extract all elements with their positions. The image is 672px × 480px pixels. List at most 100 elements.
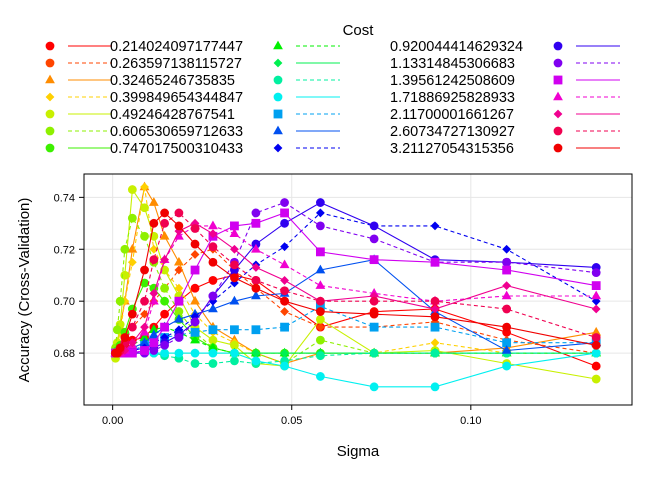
data-point — [174, 296, 184, 306]
legend-marker — [553, 41, 563, 51]
legend-label: 0.399849654344847 — [110, 90, 243, 106]
data-point — [315, 280, 326, 289]
data-point — [190, 359, 200, 368]
data-point — [174, 256, 184, 266]
data-point — [430, 221, 440, 231]
legend-marker — [45, 92, 55, 102]
data-point — [591, 326, 602, 336]
data-point — [139, 332, 150, 341]
data-point — [174, 208, 184, 218]
legend-marker — [45, 109, 55, 119]
data-point — [251, 356, 261, 366]
data-point — [279, 259, 290, 269]
data-point — [315, 335, 325, 345]
data-point — [160, 333, 169, 342]
legend-title: Cost — [343, 22, 375, 39]
data-point — [369, 309, 379, 319]
data-point — [369, 322, 379, 332]
data-point — [140, 346, 149, 355]
data-point — [139, 337, 150, 347]
data-point — [280, 208, 289, 218]
legend-label: 0.263597138115727 — [110, 56, 242, 72]
data-point — [160, 322, 169, 332]
legend-marker — [45, 41, 55, 51]
data-point — [190, 334, 200, 344]
data-point — [591, 340, 601, 350]
data-point — [315, 322, 325, 332]
data-point — [591, 268, 601, 278]
data-point — [208, 242, 218, 252]
data-point — [127, 213, 137, 223]
data-point — [251, 208, 261, 218]
data-point — [280, 276, 289, 285]
data-point — [230, 325, 239, 335]
data-point — [174, 283, 184, 293]
legend-item: 1.71886925828933 — [390, 90, 620, 106]
data-point — [140, 278, 149, 288]
data-point — [190, 327, 200, 337]
data-point — [127, 185, 137, 194]
data-point — [127, 322, 137, 332]
legend-label: 1.13314845306683 — [390, 56, 515, 72]
data-point — [149, 288, 159, 298]
series-17 — [110, 220, 602, 357]
data-point — [430, 296, 440, 306]
data-point — [369, 348, 379, 358]
data-point — [591, 281, 601, 291]
legend-item: 0.399849654344847 — [110, 90, 340, 106]
data-point — [140, 265, 149, 275]
data-point — [280, 361, 289, 371]
data-point — [501, 345, 512, 354]
data-point — [160, 218, 169, 228]
data-point — [190, 283, 200, 293]
legend-marker — [553, 109, 563, 119]
series-line — [114, 185, 597, 365]
data-point — [591, 374, 601, 384]
data-point — [208, 229, 218, 239]
legend-label: 0.920044414629324 — [390, 39, 523, 55]
data-point — [190, 348, 200, 358]
data-point — [502, 257, 512, 267]
plot-frame — [83, 173, 633, 406]
legend-label: 0.32465246735835 — [110, 73, 235, 89]
data-point — [174, 313, 184, 323]
legend-marker — [45, 126, 55, 136]
data-point — [591, 333, 601, 342]
legend-label: 3.21127054315356 — [390, 141, 514, 157]
legend-item: 0.32465246735835 — [110, 73, 340, 89]
data-point — [115, 296, 125, 306]
y-tick-label: 0.68 — [54, 348, 75, 360]
series-4 — [111, 185, 601, 384]
data-point — [251, 325, 261, 335]
data-point — [502, 361, 512, 371]
data-point — [315, 372, 325, 381]
legend-marker — [273, 40, 283, 50]
data-point — [591, 304, 601, 314]
data-point — [208, 335, 218, 345]
x-tick-label: 0.10 — [460, 415, 481, 427]
data-point — [315, 351, 325, 361]
legend-label: 2.11700001661267 — [390, 107, 514, 123]
data-point — [190, 312, 200, 322]
legend-label: 0.606530659712633 — [110, 124, 243, 140]
data-point — [174, 333, 184, 342]
legend-marker — [553, 143, 563, 153]
data-point — [280, 242, 289, 252]
data-point — [591, 348, 601, 358]
data-point — [430, 312, 440, 322]
data-point — [315, 296, 325, 306]
data-point — [112, 325, 122, 335]
legend-item — [45, 126, 112, 136]
data-point — [280, 348, 289, 358]
data-point — [229, 228, 240, 237]
data-point — [229, 295, 240, 305]
data-point — [502, 338, 512, 348]
data-point — [502, 304, 512, 314]
legend-item — [45, 41, 112, 51]
data-point — [160, 296, 169, 306]
x-tick-label: 0.05 — [281, 415, 302, 427]
data-point — [230, 244, 239, 254]
legend: 0.2140240971774470.2635971381157270.3246… — [45, 39, 620, 157]
data-point — [230, 348, 239, 358]
legend-marker — [273, 143, 283, 153]
